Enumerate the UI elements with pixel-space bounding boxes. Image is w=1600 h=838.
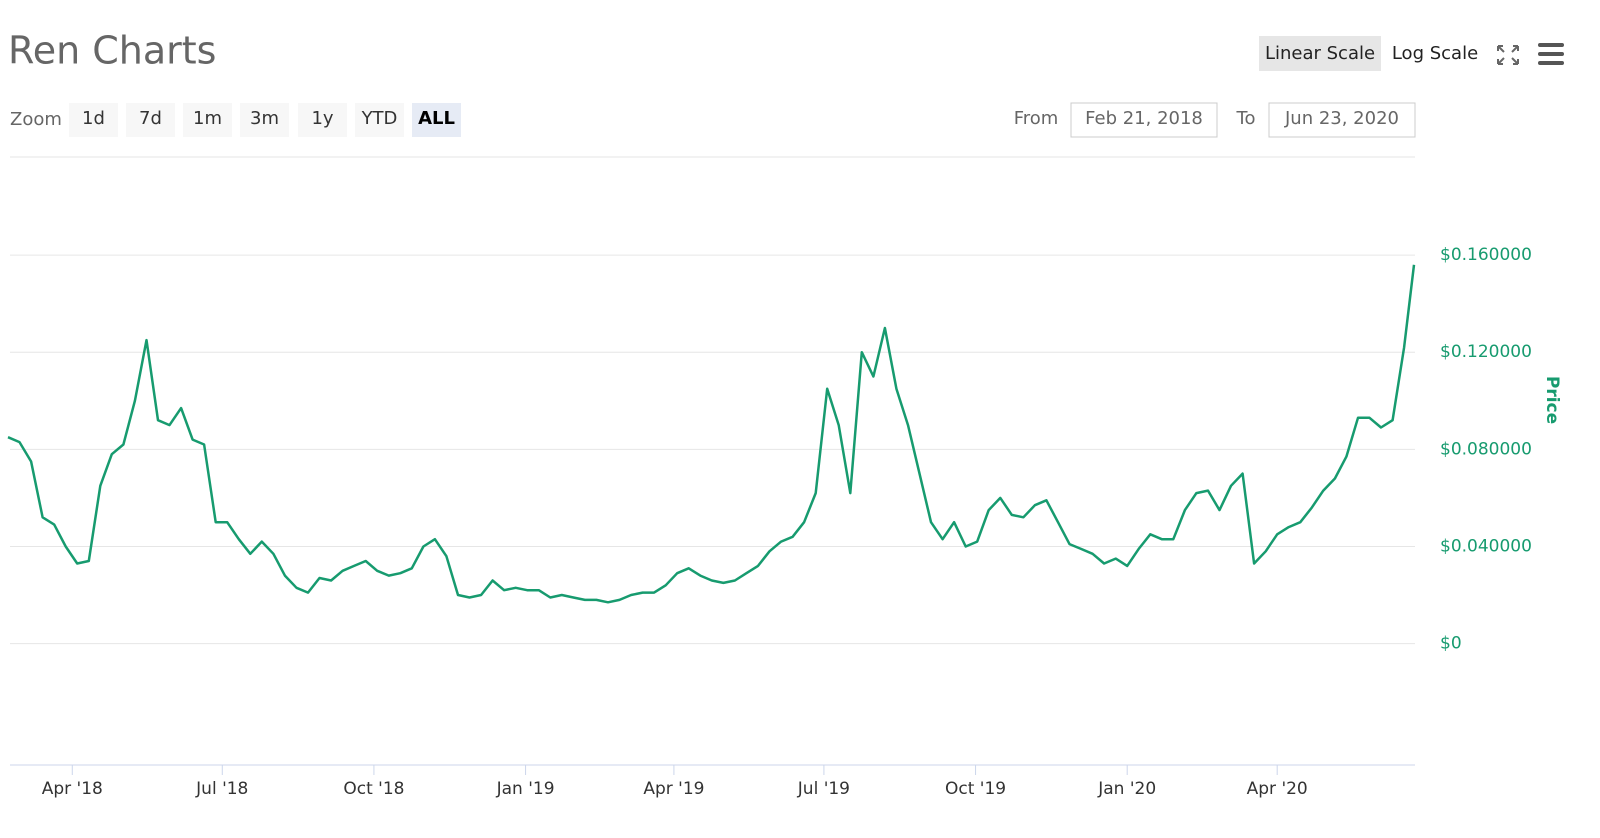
x-tick-label: Oct '18: [343, 779, 404, 799]
zoom-button-label[interactable]: 3m: [250, 108, 279, 129]
y-tick-label: $0.120000: [1440, 342, 1532, 362]
zoom-button[interactable]: [298, 103, 347, 137]
y-tick-label: $0: [1440, 634, 1462, 654]
from-value[interactable]: Feb 21, 2018: [1085, 108, 1203, 129]
zoom-button-label[interactable]: ALL: [418, 108, 455, 129]
zoom-button[interactable]: [126, 103, 175, 137]
scale-button-label[interactable]: Log Scale: [1392, 43, 1478, 64]
price-line: [7, 264, 1416, 604]
scale-button-label[interactable]: Linear Scale: [1265, 43, 1375, 64]
zoom-button[interactable]: [355, 103, 404, 137]
x-tick-label: Jul '19: [797, 779, 850, 799]
x-tick-label: Apr '20: [1247, 779, 1308, 799]
to-value[interactable]: Jun 23, 2020: [1284, 108, 1399, 129]
from-label: From: [1014, 108, 1059, 129]
x-tick-label: Apr '18: [42, 779, 103, 799]
x-tick-label: Jan '20: [1097, 779, 1156, 799]
from-input[interactable]: [1070, 102, 1218, 138]
y-axis-title: Price: [1542, 376, 1562, 424]
zoom-button-label[interactable]: 1m: [193, 108, 222, 129]
chart-title: Ren Charts: [8, 29, 216, 73]
y-tick-label: $0.040000: [1440, 536, 1532, 556]
zoom-button-label[interactable]: 1y: [311, 108, 333, 129]
x-tick-label: Jul '18: [195, 779, 248, 799]
x-tick-label: Apr '19: [643, 779, 704, 799]
zoom-button[interactable]: [412, 103, 461, 137]
zoom-button-label[interactable]: YTD: [361, 108, 398, 129]
y-tick-label: $0.160000: [1440, 245, 1532, 265]
to-label: To: [1236, 108, 1256, 129]
zoom-button[interactable]: [240, 103, 289, 137]
zoom-button[interactable]: [69, 103, 118, 137]
x-tick-label: Oct '19: [945, 779, 1006, 799]
zoom-button-label[interactable]: 1d: [82, 108, 105, 129]
menu-icon[interactable]: [1538, 43, 1564, 65]
fullscreen-icon[interactable]: [1497, 45, 1519, 65]
zoom-button-label[interactable]: 7d: [139, 108, 162, 129]
x-tick-label: Jan '19: [496, 779, 555, 799]
y-tick-label: $0.080000: [1440, 439, 1532, 459]
to-input[interactable]: [1268, 102, 1416, 138]
zoom-label: Zoom: [10, 109, 62, 130]
zoom-button[interactable]: [183, 103, 232, 137]
scale-button[interactable]: [1259, 36, 1381, 71]
